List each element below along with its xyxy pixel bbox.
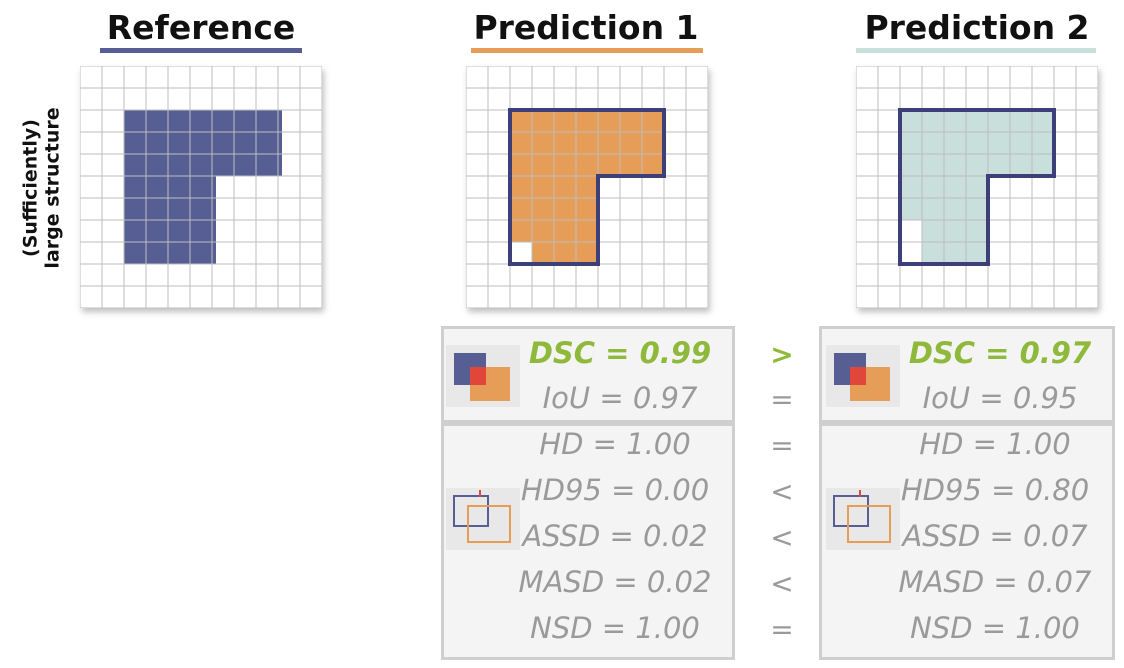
prediction2-underline xyxy=(856,48,1096,53)
prediction1-nsd: NSD = 1.00 xyxy=(500,611,730,645)
prediction1-segmentation xyxy=(510,110,664,264)
reference-title: Reference xyxy=(80,6,322,50)
prediction2-dsc: DSC = 0.97 xyxy=(890,336,1110,370)
comparison-iou: = xyxy=(752,383,812,416)
prediction1-title: Prediction 1 xyxy=(455,6,717,50)
prediction2-grid xyxy=(856,66,1098,308)
overlap-measure-icon xyxy=(446,345,520,407)
prediction1-dsc: DSC = 0.99 xyxy=(510,336,730,370)
prediction2-nsd: NSD = 1.00 xyxy=(880,611,1110,645)
prediction1-hd95: HD95 = 0.00 xyxy=(500,473,730,507)
row-label-line2: large structure xyxy=(42,107,64,268)
prediction2-masd: MASD = 0.07 xyxy=(880,565,1110,599)
prediction1-assd: ASSD = 0.02 xyxy=(500,519,730,553)
prediction2-title: Prediction 2 xyxy=(846,6,1108,50)
prediction2-iou: IoU = 0.95 xyxy=(890,381,1110,415)
comparison-masd: < xyxy=(752,567,812,600)
reference-grid xyxy=(80,66,322,308)
comparison-assd: < xyxy=(752,521,812,554)
comparison-hd: = xyxy=(752,429,812,462)
reference-segmentation xyxy=(124,110,282,264)
row-label-line1: (Sufficiently) xyxy=(20,107,42,268)
prediction1-underline xyxy=(471,48,703,53)
prediction1-iou: IoU = 0.97 xyxy=(510,381,730,415)
prediction1-hd: HD = 1.00 xyxy=(500,427,730,461)
prediction1-masd: MASD = 0.02 xyxy=(500,565,730,599)
comparison-nsd: = xyxy=(752,613,812,646)
prediction2-segmentation xyxy=(900,110,1054,264)
comparison-hd95: < xyxy=(752,475,812,508)
prediction1-grid xyxy=(466,66,708,308)
reference-underline xyxy=(100,48,302,53)
comparison-dsc: > xyxy=(752,338,812,371)
row-label: (Sufficiently) large structure xyxy=(8,88,76,288)
overlap-measure-icon xyxy=(826,345,900,407)
prediction2-assd: ASSD = 0.07 xyxy=(880,519,1110,553)
prediction2-hd95: HD95 = 0.80 xyxy=(880,473,1110,507)
prediction2-hd: HD = 1.00 xyxy=(880,427,1110,461)
